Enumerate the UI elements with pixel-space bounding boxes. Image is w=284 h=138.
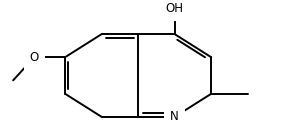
Text: N: N	[170, 110, 179, 123]
Text: O: O	[30, 51, 39, 64]
Text: OH: OH	[166, 2, 184, 15]
